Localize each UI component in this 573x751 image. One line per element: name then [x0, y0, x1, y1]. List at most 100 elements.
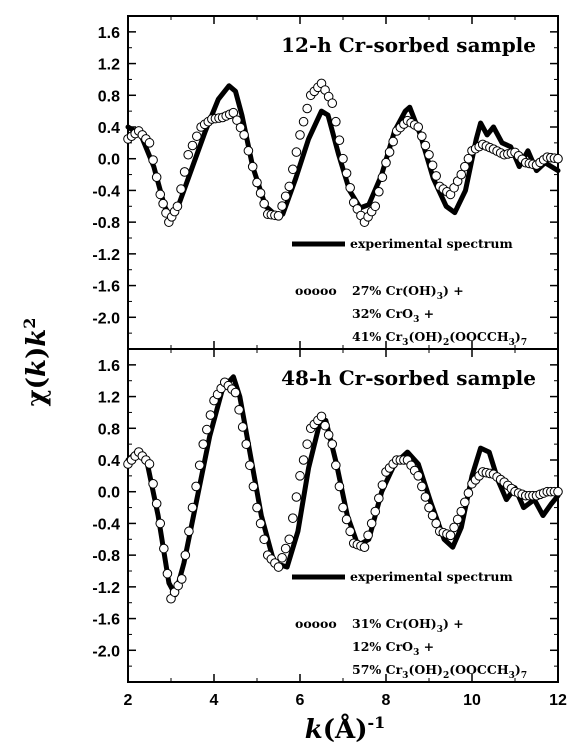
- fit-point: [280, 543, 291, 554]
- fit-point: [176, 184, 186, 194]
- fit-point: [431, 518, 441, 529]
- fit-point: [151, 498, 162, 509]
- fit-point: [179, 167, 190, 177]
- y-tick-label: -1.2: [92, 580, 120, 597]
- fit-point: [172, 201, 183, 212]
- fit-point: [359, 542, 370, 553]
- y-tick-label: -1.2: [92, 247, 120, 264]
- legend-fit-line: 41% Cr3(OH)2(OOCCH3)7: [352, 329, 527, 348]
- fit-point: [334, 481, 345, 492]
- fit-point: [445, 530, 456, 541]
- legend-marker-symbol: ooooo: [295, 616, 337, 631]
- fit-point: [144, 138, 155, 148]
- fit-point: [252, 177, 262, 188]
- fit-point: [424, 502, 434, 513]
- fit-point: [205, 410, 216, 420]
- y-tick-label: -0.8: [92, 215, 120, 232]
- fit-point: [277, 552, 287, 563]
- fit-point: [327, 439, 338, 449]
- y-tick-label: 0.8: [98, 88, 120, 105]
- fit-point: [194, 460, 205, 471]
- legend-fit-line: 31% Cr(OH)3) +: [352, 616, 464, 635]
- fit-point: [184, 526, 194, 537]
- fit-point: [338, 153, 348, 164]
- fit-point: [431, 171, 441, 181]
- fit-point: [449, 522, 459, 533]
- fit-point: [370, 506, 381, 517]
- fit-point: [413, 471, 424, 481]
- fit-point: [420, 492, 431, 502]
- y-axis-label: χ(k)k2: [20, 318, 52, 407]
- fit-point: [162, 568, 173, 579]
- fit-point: [259, 198, 269, 209]
- fit-point: [334, 135, 345, 146]
- fit-point: [255, 188, 266, 198]
- fit-point: [284, 534, 295, 545]
- fit-point: [151, 172, 162, 183]
- fit-point: [237, 422, 248, 432]
- plot-frame: [127, 15, 559, 350]
- fit-point: [295, 130, 305, 140]
- y-tick-label: 1.6: [98, 25, 120, 42]
- fit-point: [259, 534, 269, 545]
- fit-point: [427, 510, 438, 521]
- fit-point: [202, 424, 212, 435]
- fit-point: [424, 149, 434, 160]
- panel-12h: 1.6 1.2 0.8 0.4 0.0 -0.4 -0.8 -1.2 -1.6 -2.0 12-h …: [92, 15, 563, 350]
- x-tick-label: 12: [549, 692, 567, 709]
- y-tick-label: 1.6: [98, 358, 120, 375]
- y-tick-label: 0.0: [98, 485, 120, 502]
- fit-point: [363, 530, 373, 541]
- fit-point: [273, 211, 284, 221]
- y-tick-label: 0.4: [98, 453, 120, 470]
- fit-point: [420, 140, 431, 151]
- fit-point: [377, 172, 388, 183]
- legend-fit-line: 27% Cr(OH)3) +: [352, 283, 464, 302]
- legend-marker-symbol: ooooo: [295, 283, 337, 298]
- x-tick-label: 2: [124, 692, 133, 709]
- y-tick-label: -1.6: [92, 279, 120, 296]
- fit-point: [255, 518, 266, 529]
- y-tick-label: -1.6: [92, 612, 120, 629]
- x-axis: 2 4 6 8 10 12: [124, 692, 567, 709]
- fit-point: [239, 130, 249, 140]
- fit-point: [460, 497, 470, 508]
- fit-point: [302, 439, 312, 449]
- fit-point: [320, 420, 330, 431]
- legend-line-label: experimental spectrum: [350, 236, 513, 251]
- fit-point: [338, 502, 348, 513]
- fit-point: [280, 191, 291, 202]
- fit-point: [331, 460, 341, 471]
- y-tick-label: -2.0: [92, 643, 120, 660]
- fit-point: [191, 481, 201, 492]
- fit-point: [288, 513, 298, 523]
- fit-point: [345, 526, 355, 537]
- fit-point: [345, 182, 355, 193]
- fit-point: [323, 430, 334, 440]
- fit-point: [176, 574, 187, 584]
- x-axis-label: k(Å)-1: [305, 713, 386, 745]
- fit-point: [456, 169, 467, 180]
- fit-point: [298, 455, 309, 465]
- fit-point: [377, 480, 388, 490]
- fit-point: [183, 149, 193, 160]
- legend-fit-line: 12% CrO3 +: [352, 639, 434, 658]
- panel-48h: 1.6 1.2 0.8 0.4 0.0 -0.4 -0.8 -1.2 -1.6 -2.0 48-h …: [92, 348, 563, 683]
- fit-point: [417, 131, 427, 142]
- fit-point: [187, 140, 198, 151]
- fit-point: [245, 460, 255, 471]
- fit-point: [144, 459, 155, 469]
- x-tick-label: 8: [382, 692, 391, 709]
- x-tick-label: 6: [296, 692, 305, 709]
- fit-point: [374, 186, 384, 197]
- y-tick-label: 0.8: [98, 421, 120, 438]
- fit-point: [327, 98, 338, 109]
- fit-point: [243, 145, 254, 156]
- fit-point: [252, 502, 262, 513]
- fit-point: [159, 543, 169, 554]
- fit-point: [273, 562, 284, 572]
- fit-point: [417, 481, 427, 492]
- fit-point: [198, 439, 209, 449]
- fit-point: [291, 492, 302, 502]
- fit-point: [187, 502, 198, 513]
